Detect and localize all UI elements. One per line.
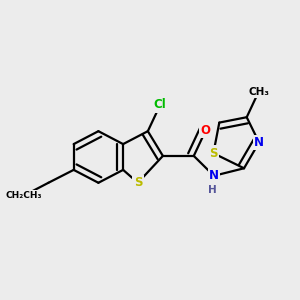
Text: O: O xyxy=(201,124,211,136)
Text: S: S xyxy=(134,176,142,189)
Text: CH₃: CH₃ xyxy=(248,87,269,97)
Text: S: S xyxy=(209,147,218,160)
Text: CH₂CH₃: CH₂CH₃ xyxy=(5,191,42,200)
Text: N: N xyxy=(254,136,264,149)
Text: N: N xyxy=(209,169,219,182)
Text: H: H xyxy=(208,185,217,195)
Text: Cl: Cl xyxy=(154,98,167,111)
